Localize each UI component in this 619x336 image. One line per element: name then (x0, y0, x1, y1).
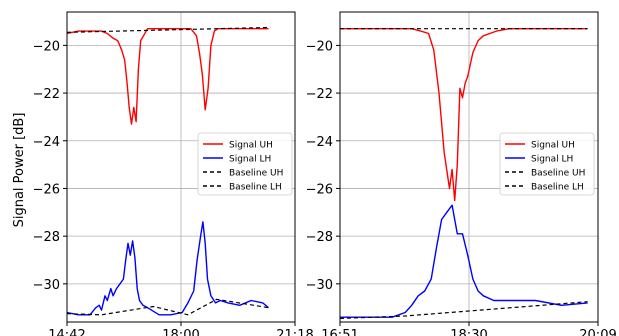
y-tick-label-0: −20 (306, 39, 333, 54)
series-line-baseline-lh (67, 298, 269, 316)
x-tick-label-0: 14:42 (48, 328, 85, 336)
x-tick-label-1: 18:00 (162, 328, 199, 336)
y-tick-label-1: −22 (33, 87, 60, 102)
y-tick-label-1: −22 (306, 87, 333, 102)
series-line-signal-uh (67, 28, 269, 125)
x-tick-label-0: 16:51 (321, 328, 358, 336)
x-tick-label-2: 21:18 (276, 328, 313, 336)
y-tick-label-0: −20 (33, 39, 60, 54)
y-tick-label-2: −24 (306, 135, 333, 150)
series-line-signal-uh (340, 28, 588, 202)
x-tick-label-1: 18:30 (450, 328, 487, 336)
y-tick-label-5: −30 (33, 278, 60, 293)
legend-label-1: Signal LH (229, 155, 271, 165)
legend: Signal UH Signal LH Baseline UH Baseline LH (197, 132, 293, 196)
series-line-baseline-lh (340, 301, 588, 319)
legend-box (499, 132, 595, 196)
y-tick-label-3: −26 (33, 182, 60, 197)
y-tick-label-3: −26 (306, 182, 333, 197)
legend-box (197, 132, 293, 196)
left-chart-panel: −20 −22 −24 −26 −28 −30 14:42 18:00 21:18 Signal … (33, 11, 314, 336)
legend-label-2: Baseline UH (229, 169, 283, 179)
y-tick-label-4: −28 (33, 230, 60, 245)
legend-label-3: Baseline LH (531, 183, 584, 193)
x-tick-label-2: 20:09 (579, 328, 616, 336)
legend-label-3: Baseline LH (229, 183, 282, 193)
legend-label-0: Signal UH (531, 141, 575, 151)
y-axis-title: Signal Power [dB] (12, 113, 27, 228)
legend-label-1: Signal LH (531, 155, 573, 165)
y-tick-label-2: −24 (33, 135, 60, 150)
legend-label-2: Baseline UH (531, 169, 585, 179)
series-line-baseline-uh (67, 26, 269, 33)
series-line-signal-lh (67, 221, 269, 316)
legend-label-0: Signal UH (229, 141, 273, 151)
y-tick-label-5: −30 (306, 278, 333, 293)
legend: Signal UH Signal LH Baseline UH Baseline LH (499, 132, 595, 196)
y-tick-label-4: −28 (306, 230, 333, 245)
right-chart-panel: −20 −22 −24 −26 −28 −30 16:51 18:30 20:09 Signal … (306, 11, 617, 336)
series-line-signal-lh (340, 204, 588, 318)
